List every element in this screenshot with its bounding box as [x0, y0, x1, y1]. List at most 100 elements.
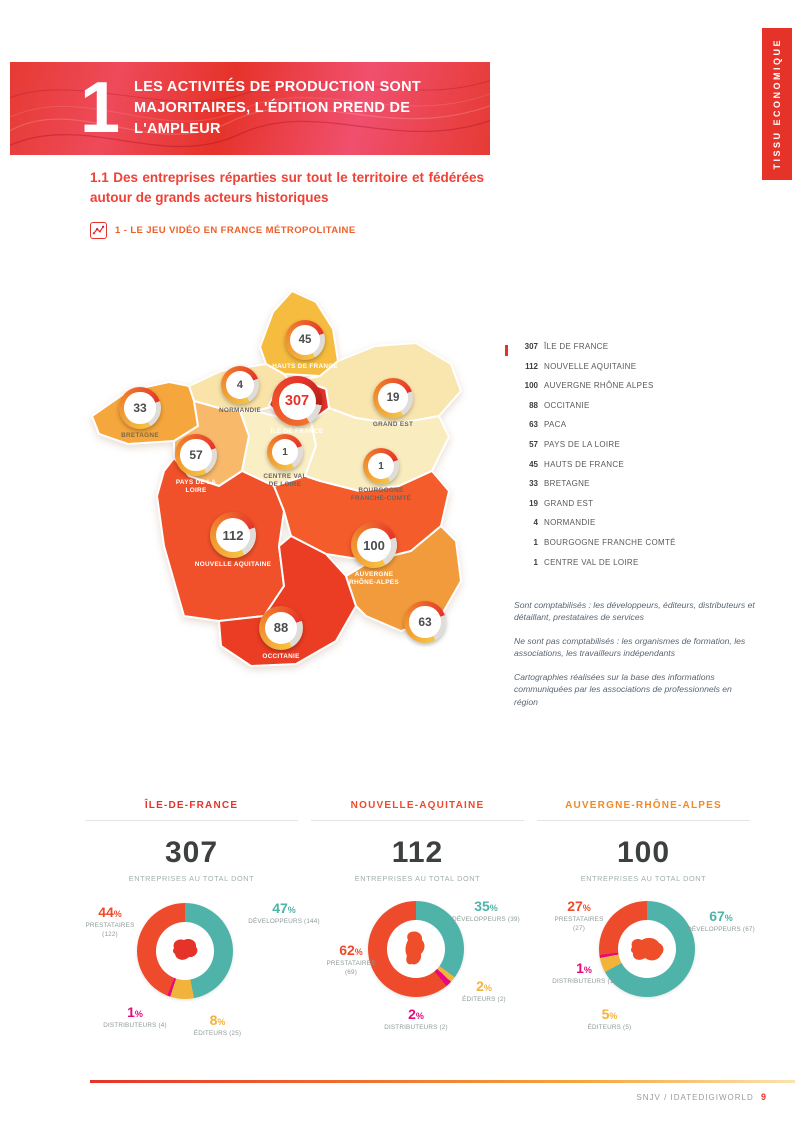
donut-chart-zone: 62% PRESTATAIRES (69) 35% DÉVELOPPEURS (… — [311, 893, 524, 1078]
segment-label-prestataires: 62% PRESTATAIRES (69) — [326, 942, 376, 976]
badge-value: 307 — [284, 393, 310, 409]
legend-value: 100 — [524, 381, 538, 391]
segment-label-developpeurs: 35% DÉVELOPPEURS (39) — [452, 898, 520, 923]
legend-item: 1 BOURGOGNE FRANCHE COMTÉ — [514, 538, 676, 558]
legend-label: BRETAGNE — [544, 479, 590, 489]
nouvelle-aquitaine-silhouette — [405, 931, 425, 965]
legend-accent-bar — [505, 345, 508, 356]
legend-value: 33 — [529, 479, 538, 489]
legend-value: 1 — [533, 537, 538, 547]
legend-item: 88 OCCITANIE — [514, 401, 676, 421]
segment-label-editeurs: 2% ÉDITEURS (2) — [462, 978, 506, 1003]
donut-chart-nouvelle-aquitaine — [368, 901, 464, 997]
donut-title: ÎLE-DE-FRANCE — [85, 800, 298, 821]
badge-value: 100 — [363, 537, 385, 553]
badge-label: AUVERGNE RHÔNE-ALPES — [349, 571, 399, 587]
map-legend: 307 ÎLE DE FRANCE 112 NOUVELLE AQUITAINE 1… — [505, 342, 676, 578]
legend-item: 19 GRAND EST — [514, 499, 676, 519]
donut-chart-auvergne-rhone-alpes — [599, 901, 695, 997]
ile-de-france-silhouette — [173, 938, 198, 960]
badge-value: 1 — [282, 446, 288, 458]
badge-label: BRETAGNE — [121, 432, 159, 439]
legend-value: 307 — [524, 342, 538, 351]
legend-item: 307 ÎLE DE FRANCE — [505, 342, 676, 362]
legend-item: 57 PAYS DE LA LOIRE — [514, 440, 676, 460]
chapter-number: 1 — [80, 68, 121, 149]
badge-label: ÎLE DE FRANCE — [270, 428, 324, 435]
donut-subtitle: ENTREPRISES AU TOTAL DONT — [128, 874, 255, 883]
segment-label-developpeurs: 47% DÉVELOPPEURS (144) — [248, 900, 320, 925]
legend-label: NOUVELLE AQUITAINE — [544, 361, 637, 371]
legend-value: 1 — [533, 557, 538, 567]
auvergne-rhone-alpes-silhouette — [631, 937, 664, 961]
legend-value: 57 — [529, 439, 538, 449]
donut-hole — [618, 920, 676, 978]
map-badge-nouvelle-aquitaine: 112 NOUVELLE AQUITAINE — [195, 512, 271, 568]
segment-label-prestataires: 44% PRESTATAIRES (122) — [85, 904, 135, 938]
badge-value: 33 — [133, 400, 147, 415]
legend-value: 88 — [529, 400, 538, 410]
footer: SNJV / IDATEDIGIWORLD 9 — [636, 1092, 767, 1102]
segment-label-prestataires: 27% PRESTATAIRES (27) — [554, 898, 604, 932]
chapter-banner: 1 LES ACTIVITÉS DE PRODUCTION SONT MAJOR… — [10, 62, 490, 155]
badge-label: HAUTS DE FRANCE — [272, 363, 338, 370]
donut-chart-zone: 27% PRESTATAIRES (27) 67% DÉVELOPPEURS (… — [537, 893, 754, 1078]
donut-column-auvergne-rhone-alpes: AUVERGNE-RHÔNE-ALPES 100 ENTREPRISES AU … — [537, 800, 755, 1078]
map-badge-paca: 63 PACA — [404, 601, 446, 653]
legend-value: 4 — [533, 518, 538, 528]
map-badge-ile-de-france: 307 ÎLE DE FRANCE — [271, 376, 323, 435]
map-badge-bourgogne-franche-comte: 1 BOURGOGNE FRANCHE-COMTÉ — [351, 448, 411, 502]
legend-item: 33 BRETAGNE — [514, 479, 676, 499]
map-badge-auvergne-rhone-alpes: 100 AUVERGNE RHÔNE-ALPES — [349, 522, 399, 586]
note-paragraph: Sont comptabilisés : les développeurs, é… — [514, 600, 755, 623]
footer-brand: SNJV / IDATEDIGIWORLD — [636, 1093, 754, 1102]
donut-chart-ile-de-france — [137, 903, 233, 999]
badge-value: 57 — [189, 447, 203, 462]
donut-title: NOUVELLE-AQUITAINE — [311, 800, 524, 821]
legend-label: GRAND EST — [544, 498, 594, 508]
donut-hole — [387, 920, 445, 978]
badge-label: BOURGOGNE FRANCHE-COMTÉ — [350, 487, 412, 503]
chapter-title: LES ACTIVITÉS DE PRODUCTION SONT MAJORIT… — [134, 77, 421, 140]
france-map-svg — [91, 290, 462, 667]
legend-item: 63 PACA — [514, 420, 676, 440]
segment-label-distributeurs: 1% DISTRIBUTEURS (1) — [552, 960, 616, 985]
figure-caption-text: 1 - LE JEU VIDÉO EN FRANCE MÉTROPOLITAIN… — [115, 225, 356, 236]
chapter-title-line: LES ACTIVITÉS DE PRODUCTION SONT — [134, 78, 422, 95]
donut-subtitle: ENTREPRISES AU TOTAL DONT — [354, 874, 481, 883]
figure-caption: 1 - LE JEU VIDÉO EN FRANCE MÉTROPOLITAIN… — [90, 222, 356, 239]
chapter-title-line: L'AMPLEUR — [134, 121, 221, 137]
page-number: 9 — [760, 1092, 767, 1102]
segment-label-developpeurs: 67% DÉVELOPPEURS (67) — [687, 908, 755, 933]
legend-item: 4 NORMANDIE — [514, 518, 676, 538]
donut-total: 100 — [616, 836, 671, 869]
legend-label: BOURGOGNE FRANCHE COMTÉ — [544, 537, 676, 547]
legend-label: PACA — [544, 420, 567, 430]
note-paragraph: Cartographies réalisées sur la base des … — [514, 671, 732, 707]
badge-value: 88 — [273, 620, 289, 636]
badge-label: CENTRE VAL DE LOIRE — [263, 473, 307, 489]
legend-label: ÎLE DE FRANCE — [544, 342, 609, 351]
donut-column-ile-de-france: ÎLE-DE-FRANCE 307 ENTREPRISES AU TOTAL D… — [85, 800, 320, 1078]
badge-label: GRAND EST — [372, 421, 414, 428]
line-chart-icon — [90, 222, 107, 239]
methodology-notes: Sont comptabilisés : les développeurs, é… — [514, 599, 756, 719]
legend-value: 19 — [529, 498, 538, 508]
segment-label-distributeurs: 1% DISTRIBUTEURS (4) — [103, 1004, 167, 1029]
legend-value: 112 — [525, 361, 538, 371]
legend-item: 1 CENTRE VAL DE LOIRE — [514, 558, 676, 578]
map-badge-occitanie: 88 OCCITANIE — [259, 606, 303, 660]
region-occitanie — [218, 535, 357, 667]
side-tab-label: TISSU ECONOMIQUE — [772, 38, 782, 170]
badge-label: PACA — [415, 646, 435, 653]
legend-label: CENTRE VAL DE LOIRE — [544, 557, 639, 567]
legend-item: 112 NOUVELLE AQUITAINE — [514, 362, 676, 382]
legend-label: PAYS DE LA LOIRE — [544, 439, 621, 449]
donut-chart-zone: 44% PRESTATAIRES (122) 47% DÉVELOPPEURS … — [85, 893, 320, 1078]
legend-label: OCCITANIE — [544, 400, 590, 410]
badge-value: 19 — [386, 392, 400, 404]
donut-column-nouvelle-aquitaine: NOUVELLE-AQUITAINE 112 ENTREPRISES AU TO… — [311, 800, 524, 1078]
section-heading: 1.1 Des entreprises réparties sur tout l… — [90, 170, 484, 206]
map-badge-hauts-de-france: 45 HAUTS DE FRANCE — [272, 320, 337, 370]
map-badge-pays-de-la-loire: 57 PAYS DE LA LOIRE — [175, 434, 217, 494]
